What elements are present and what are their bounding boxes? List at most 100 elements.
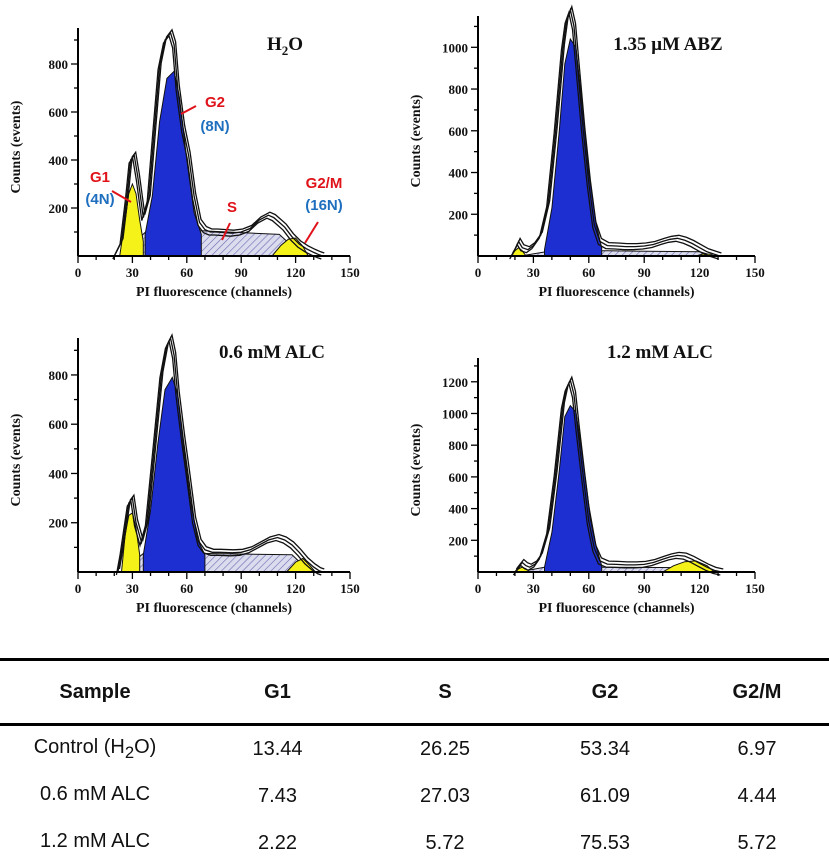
y-axis-label: Counts (events) bbox=[9, 413, 24, 506]
cell-g1: 7.43 bbox=[258, 785, 297, 807]
title-subscript: 2 bbox=[282, 43, 289, 58]
x-tick-label: 30 bbox=[126, 581, 139, 596]
cell-g1: 13.44 bbox=[252, 738, 303, 760]
cell-g2: 75.53 bbox=[579, 832, 631, 854]
histogram-panel: 0 30 60 90 120 150 200 400 600 800 1000 PI fluoresc… bbox=[409, 4, 765, 300]
cell-g2: 61.09 bbox=[579, 785, 631, 807]
annotation-phase-label: S bbox=[227, 199, 237, 216]
y-tick-label: 600 bbox=[449, 470, 469, 485]
x-axis-label: PI fluorescence (channels) bbox=[538, 285, 694, 300]
annotation-pointer bbox=[180, 105, 197, 115]
histogram-trace bbox=[115, 339, 322, 576]
y-tick-label: 400 bbox=[49, 153, 69, 168]
annotation-pointer bbox=[221, 222, 231, 241]
x-axis-label: PI fluorescence (channels) bbox=[538, 601, 694, 616]
histogram-trace bbox=[117, 336, 324, 573]
y-tick-label: 200 bbox=[49, 516, 69, 531]
y-tick-label: 1000 bbox=[442, 40, 468, 55]
annotation-ploidy-label: (8N) bbox=[200, 118, 229, 135]
cell-sample: Control (H2O) bbox=[0, 725, 190, 774]
header-g1: G1 bbox=[190, 658, 365, 726]
x-tick-label: 90 bbox=[638, 581, 651, 596]
cell-g2: 53.34 bbox=[579, 738, 631, 760]
x-tick-label: 60 bbox=[582, 581, 595, 596]
annotation-phase-label: G2/M bbox=[306, 175, 343, 192]
histogram-panel: 0 30 60 90 120 150 200 400 600 800 PI fluorescence… bbox=[9, 333, 360, 616]
y-tick-label: 1000 bbox=[442, 406, 468, 421]
x-tick-label: 30 bbox=[527, 581, 540, 596]
x-tick-label: 150 bbox=[745, 581, 765, 596]
annotation-pointer bbox=[111, 190, 132, 203]
x-tick-label: 30 bbox=[126, 265, 139, 280]
panel-title: 1.35 μM ABZ bbox=[613, 34, 722, 55]
figure-panel: 0 30 60 90 120 150 200 400 600 800 PI fluorescence… bbox=[9, 4, 765, 616]
header-g2m: G2/M bbox=[685, 658, 829, 726]
g2-phase-area bbox=[144, 70, 202, 257]
y-axis-label: Counts (events) bbox=[9, 100, 24, 193]
table-header-row: Sample G1 S G2 G2/M bbox=[0, 658, 829, 726]
annotation-phase-label: G2 bbox=[205, 94, 225, 111]
cell-sample: 1.2 mM ALC bbox=[0, 820, 190, 867]
y-tick-label: 200 bbox=[49, 201, 69, 216]
annotation-ploidy-label: (16N) bbox=[305, 197, 343, 214]
panel-title: 1.2 mM ALC bbox=[607, 342, 713, 363]
panel-title: 0.6 mM ALC bbox=[219, 342, 325, 363]
cell-g2m: 5.72 bbox=[737, 832, 777, 854]
table-row: 0.6 mM ALC 7.43 27.03 61.09 4.44 bbox=[0, 773, 829, 820]
histogram-trace bbox=[509, 10, 719, 260]
y-tick-label: 800 bbox=[449, 438, 469, 453]
panel-title: H2O bbox=[267, 34, 303, 58]
y-tick-label: 400 bbox=[449, 166, 469, 181]
y-tick-label: 800 bbox=[49, 368, 69, 383]
x-tick-label: 0 bbox=[75, 265, 82, 280]
x-tick-label: 30 bbox=[527, 265, 540, 280]
histogram-panel: 0 30 60 90 120 150 200 400 600 800 PI fluorescence… bbox=[9, 28, 360, 300]
y-tick-label: 600 bbox=[49, 105, 69, 120]
x-axis-label: PI fluorescence (channels) bbox=[136, 601, 292, 616]
x-tick-label: 60 bbox=[582, 265, 595, 280]
histogram-trace bbox=[512, 381, 721, 576]
annotation-phase-label: G1 bbox=[90, 169, 110, 186]
histogram-trace bbox=[515, 375, 724, 570]
cell-s: 26.25 bbox=[419, 738, 471, 760]
header-g2: G2 bbox=[525, 658, 685, 726]
sample-suffix: O) bbox=[134, 736, 157, 758]
cell-s: 27.03 bbox=[419, 785, 471, 807]
histogram-trace bbox=[113, 31, 324, 257]
phase-percentage-table: Sample G1 S G2 G2/M Control (H2O) 13.44 … bbox=[0, 658, 829, 867]
x-tick-label: 150 bbox=[340, 265, 360, 280]
title-part: H bbox=[267, 34, 282, 55]
sample-name: Control (H bbox=[33, 736, 125, 758]
sample-subscript: 2 bbox=[124, 743, 135, 762]
x-tick-label: 90 bbox=[235, 581, 248, 596]
sample-name: 1.2 mM ALC bbox=[39, 830, 151, 852]
y-axis-label: Counts (events) bbox=[409, 94, 424, 187]
table-row: 1.2 mM ALC 2.22 5.72 75.53 5.72 bbox=[0, 820, 829, 867]
sample-name: 0.6 mM ALC bbox=[39, 783, 151, 805]
y-tick-label: 200 bbox=[449, 533, 469, 548]
cell-s: 5.72 bbox=[425, 832, 465, 854]
cell-cycle-table: Sample G1 S G2 G2/M Control (H2O) 13.44 … bbox=[0, 658, 829, 867]
x-tick-label: 120 bbox=[286, 265, 306, 280]
title-part: O bbox=[288, 34, 303, 55]
x-tick-label: 90 bbox=[235, 265, 248, 280]
histogram-trace bbox=[115, 28, 325, 254]
cell-g2m: 6.97 bbox=[737, 738, 777, 760]
x-tick-label: 90 bbox=[638, 265, 651, 280]
x-tick-label: 0 bbox=[75, 581, 82, 596]
x-axis-label: PI fluorescence (channels) bbox=[136, 285, 292, 300]
histogram-trace bbox=[514, 378, 722, 573]
x-tick-label: 120 bbox=[286, 581, 306, 596]
x-tick-label: 150 bbox=[745, 265, 765, 280]
cell-g2m: 4.44 bbox=[737, 785, 777, 807]
x-tick-label: 60 bbox=[180, 265, 193, 280]
x-tick-label: 120 bbox=[690, 581, 710, 596]
cell-g1: 2.22 bbox=[258, 832, 297, 854]
cell-sample: 0.6 mM ALC bbox=[0, 773, 190, 820]
header-s: S bbox=[365, 658, 525, 726]
y-tick-label: 400 bbox=[449, 502, 469, 517]
y-tick-label: 1200 bbox=[442, 375, 468, 390]
x-tick-label: 0 bbox=[475, 265, 482, 280]
y-tick-label: 400 bbox=[49, 466, 69, 481]
